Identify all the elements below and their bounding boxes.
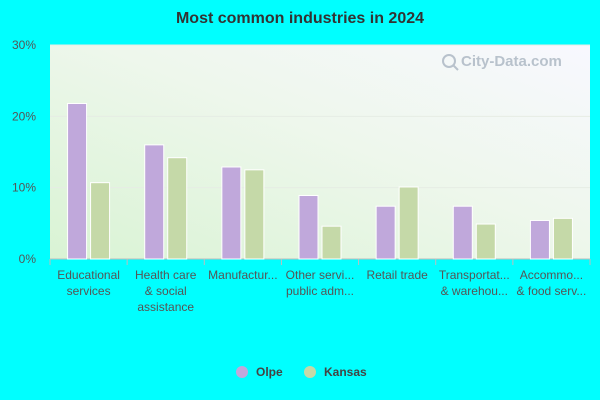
- bar-olpe-4[interactable]: [375, 205, 396, 260]
- x-category-label: & social: [145, 284, 187, 298]
- y-tick-label: 10%: [12, 181, 36, 195]
- legend-label-olpe: Olpe: [256, 365, 283, 379]
- bar-kansas-4[interactable]: [398, 186, 419, 260]
- x-category-label: Transportat...: [439, 268, 510, 282]
- bar-olpe-0[interactable]: [67, 102, 88, 260]
- x-category-label: & warehou...: [441, 284, 508, 298]
- bar-olpe-1[interactable]: [144, 144, 165, 260]
- x-category-label: assistance: [137, 300, 194, 314]
- legend-swatch-olpe: [236, 366, 248, 378]
- y-axis-ticks: 0% 10% 20% 30%: [12, 38, 36, 266]
- y-tick-label: 20%: [12, 109, 36, 123]
- bar-kansas-0[interactable]: [90, 182, 111, 260]
- x-category-label: & food serv...: [517, 284, 587, 298]
- plot-area: [50, 45, 590, 259]
- bar-kansas-6[interactable]: [552, 217, 573, 260]
- bar-olpe-5[interactable]: [452, 205, 473, 260]
- x-category-label: Educational: [57, 268, 120, 282]
- x-category-label: Accommo...: [520, 268, 583, 282]
- legend: Olpe Kansas: [236, 365, 367, 379]
- legend-label-kansas: Kansas: [324, 365, 367, 379]
- x-category-label: public adm...: [286, 284, 354, 298]
- bar-olpe-3[interactable]: [298, 195, 319, 260]
- legend-swatch-kansas: [304, 366, 316, 378]
- x-axis-categories: Educational services Health care & social as…: [49, 259, 591, 314]
- bars: [67, 102, 573, 260]
- x-category-label: services: [67, 284, 111, 298]
- watermark-text: City-Data.com: [461, 53, 562, 70]
- bar-olpe-2[interactable]: [221, 166, 242, 260]
- bar-olpe-6[interactable]: [529, 219, 550, 260]
- x-category-label: Other servi...: [286, 268, 355, 282]
- magnifier-icon: [442, 54, 456, 68]
- bar-kansas-2[interactable]: [244, 169, 265, 260]
- x-category-label: Retail trade: [366, 268, 428, 282]
- x-category-label: Manufactur...: [208, 268, 277, 282]
- y-tick-label: 0%: [19, 252, 37, 266]
- bar-kansas-5[interactable]: [475, 223, 496, 260]
- grid-lines: [50, 44, 590, 260]
- chart-title: Most common industries in 2024: [176, 10, 424, 27]
- bar-kansas-1[interactable]: [167, 157, 188, 260]
- bar-kansas-3[interactable]: [321, 225, 342, 260]
- y-tick-label: 30%: [12, 38, 36, 52]
- x-category-label: Health care: [135, 268, 197, 282]
- watermark: City-Data.com: [442, 53, 562, 71]
